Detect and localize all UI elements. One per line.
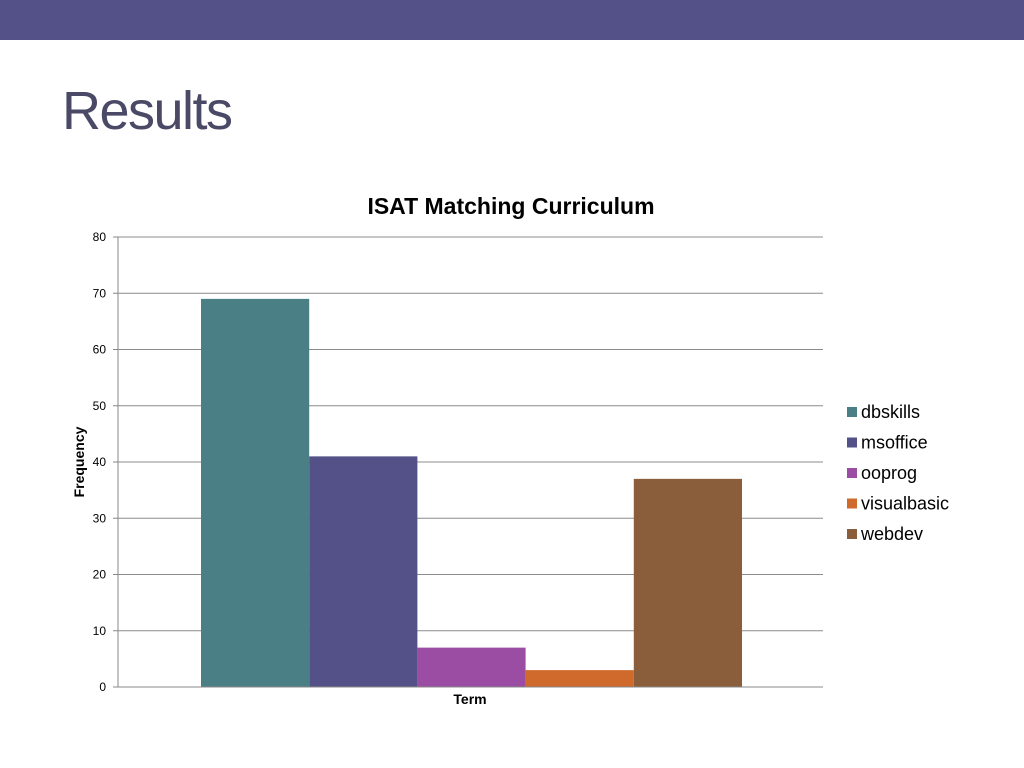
legend-swatch-ooprog <box>847 468 857 478</box>
x-axis-label: Term <box>453 691 486 707</box>
y-tick-label: 30 <box>93 511 107 525</box>
legend: dbskills msoffice ooprog visualbasic webdev <box>847 402 949 544</box>
bar-msoffice <box>309 456 418 687</box>
legend-label-visualbasic: visualbasic <box>861 494 949 514</box>
y-tick-label: 0 <box>99 680 106 694</box>
bar-dbskills <box>201 298 310 687</box>
legend-swatch-msoffice <box>847 437 857 448</box>
bars <box>201 298 742 687</box>
y-axis-label: Frequency <box>71 426 87 497</box>
legend-label-dbskills: dbskills <box>861 402 920 422</box>
y-tick-label: 80 <box>93 230 107 244</box>
legend-label-msoffice: msoffice <box>861 433 928 453</box>
bar-webdev <box>633 478 742 687</box>
legend-swatch-visualbasic <box>847 498 857 509</box>
legend-swatch-dbskills <box>847 407 857 417</box>
y-tick-label: 10 <box>93 624 107 638</box>
legend-label-webdev: webdev <box>860 524 923 544</box>
y-tick-label: 40 <box>93 455 107 469</box>
y-tick-label: 70 <box>93 286 107 300</box>
y-tick-label: 50 <box>93 399 107 413</box>
bar-ooprog <box>417 647 526 687</box>
chart-title: ISAT Matching Curriculum <box>367 193 654 219</box>
bar-visualbasic <box>525 670 634 687</box>
slide-title: Results <box>62 81 233 141</box>
y-tick-label: 20 <box>93 568 107 582</box>
legend-label-ooprog: ooprog <box>861 463 917 483</box>
top-accent-bar <box>0 0 1024 40</box>
y-axis-ticks: 0 10 20 30 40 50 60 70 80 <box>93 230 118 694</box>
y-tick-label: 60 <box>93 343 107 357</box>
legend-swatch-webdev <box>847 529 857 539</box>
